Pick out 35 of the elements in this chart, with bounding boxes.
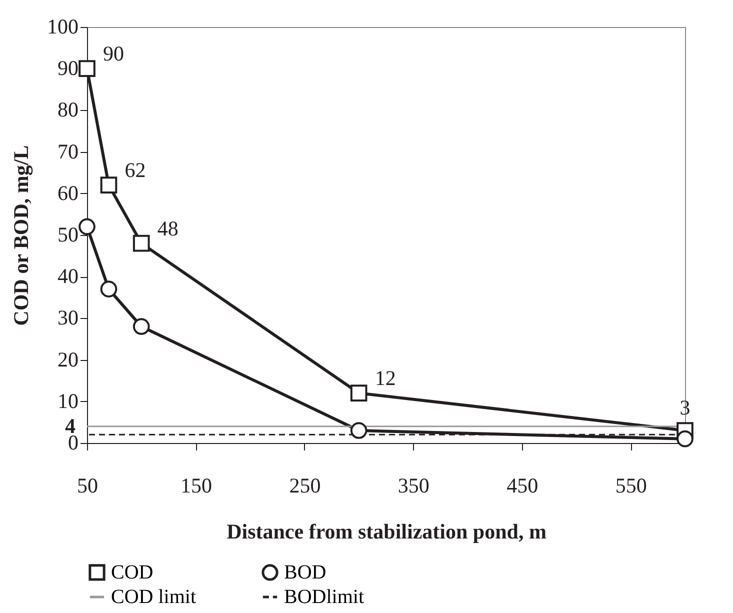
point: [350, 384, 368, 402]
y-tick-label: 30: [58, 306, 78, 330]
x-tick-label: 350: [398, 474, 430, 498]
y-axis-title: COD or BOD, mg/L: [9, 145, 33, 326]
y-tick-label: 80: [58, 98, 78, 122]
data-label: 48: [157, 216, 178, 240]
y-tick-label: 90: [58, 56, 78, 80]
y-tick-label: 10: [58, 388, 78, 413]
point: [100, 176, 118, 194]
point: [350, 422, 368, 439]
data-label: 12: [374, 366, 396, 390]
point: [676, 430, 694, 448]
legend-label: COD: [111, 561, 154, 584]
point: [78, 60, 96, 78]
legend-label: COD limit: [111, 586, 196, 608]
point: [132, 234, 150, 252]
y-tick-label: 20: [58, 347, 78, 372]
data-label: 90: [103, 42, 124, 66]
point: [132, 318, 150, 335]
x-tick-label: 250: [289, 474, 321, 498]
y-tick-label: 70: [58, 139, 78, 164]
data-label: 62: [124, 158, 146, 182]
x-tick-label: 150: [180, 474, 212, 498]
legend-label: BOD: [284, 561, 326, 584]
legend-label: BODlimit: [284, 586, 364, 608]
x-axis-title: Distance from stabilization pond, m: [226, 520, 547, 544]
point: [100, 280, 118, 298]
y-tick-label: 60: [58, 180, 78, 205]
y-tick-label: 40: [58, 264, 78, 288]
y-tick-label: 50: [58, 222, 78, 246]
point: [78, 218, 96, 236]
x-tick-label: 550: [615, 474, 647, 498]
x-tick-label: 450: [506, 474, 538, 498]
y-tick-label: 100: [47, 14, 78, 38]
data-label: 3: [680, 396, 690, 420]
